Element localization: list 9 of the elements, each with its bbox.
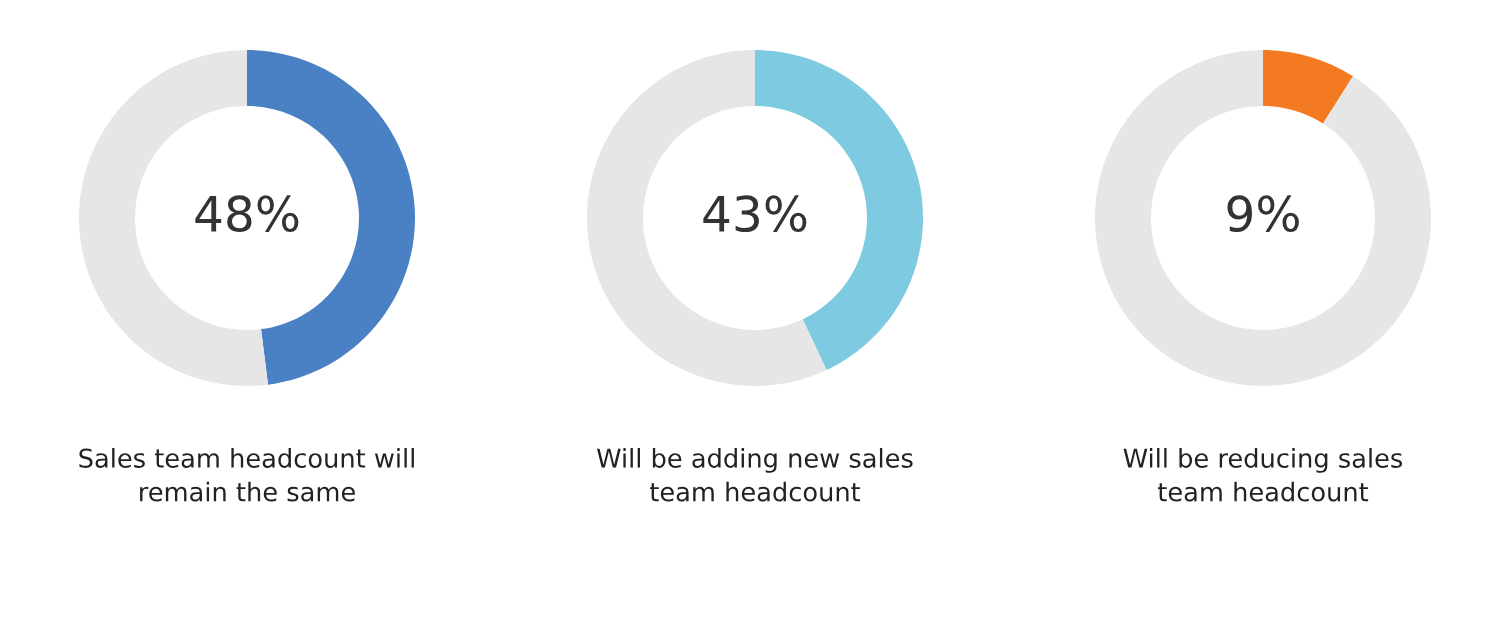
text: Will be adding new sales team headcount xyxy=(597,448,913,502)
text: Will be reducing sales team headcount xyxy=(1123,448,1403,502)
text: Sales team headcount will remain the same xyxy=(79,448,414,502)
data-label: 48% xyxy=(195,195,299,233)
donut-slice xyxy=(1095,50,1431,386)
donut-slice xyxy=(587,50,827,386)
donut-slice xyxy=(1263,50,1354,124)
data-label: 9% xyxy=(1227,195,1299,233)
data-label: 43% xyxy=(703,195,807,233)
